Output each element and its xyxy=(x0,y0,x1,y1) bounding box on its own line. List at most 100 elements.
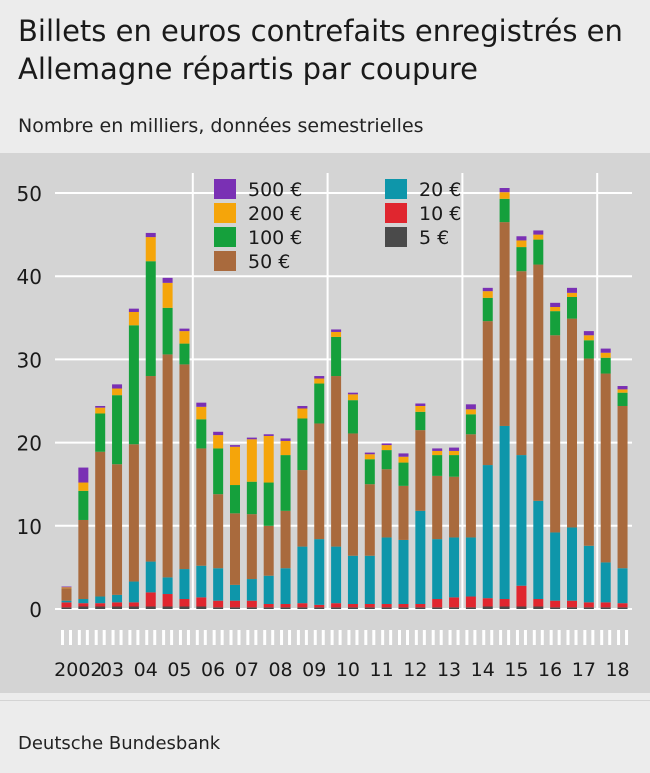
bar-segment xyxy=(314,376,325,379)
bar-segment xyxy=(162,282,173,308)
bar-segment xyxy=(449,597,460,608)
bar-segment xyxy=(196,606,207,609)
bar-segment xyxy=(112,594,123,603)
x-year-label: 09 xyxy=(302,659,326,681)
bar-segment xyxy=(600,607,611,609)
bar-segment xyxy=(179,606,190,609)
bar-segment xyxy=(499,188,510,193)
bar-segment xyxy=(617,568,628,604)
bar-segment xyxy=(499,599,510,607)
bar-segment xyxy=(213,435,224,449)
bar-segment xyxy=(213,494,224,569)
bar-segment xyxy=(617,389,628,393)
bar-segment xyxy=(246,600,257,608)
bar-segment xyxy=(297,405,308,409)
bar-segment xyxy=(95,606,106,609)
legend-swatch xyxy=(214,203,236,223)
x-year-label: 08 xyxy=(268,659,292,681)
bar-segment xyxy=(516,247,527,272)
bar-segment xyxy=(230,584,240,601)
y-tick-label: 50 xyxy=(17,182,42,206)
bar-segment xyxy=(162,277,173,283)
bar-segment xyxy=(263,604,274,608)
bar-segment xyxy=(331,376,342,547)
legend-swatch xyxy=(385,203,407,223)
stacked-bar-chart: 0 10 20 30 40 50 500 €200 €100 €50 € 20 €10 €5 … xyxy=(17,173,632,681)
bar-segment xyxy=(61,602,72,608)
chart-title: Billets en euros contrefaits enregistrés… xyxy=(18,14,623,86)
bar-segment xyxy=(465,596,476,608)
bar-segment xyxy=(314,423,325,540)
bar-segment xyxy=(415,604,426,608)
footer xyxy=(0,700,650,773)
bar-segment xyxy=(533,234,544,240)
bar-segment xyxy=(230,600,240,608)
bar-segment xyxy=(583,602,594,608)
bar-segment xyxy=(331,607,342,609)
bar-segment xyxy=(482,291,493,298)
bar-segment xyxy=(398,539,409,605)
bar-segment xyxy=(128,581,139,603)
bar-segment xyxy=(516,455,527,586)
bar-segment xyxy=(196,565,207,598)
bar-segment xyxy=(533,264,544,501)
bar-segment xyxy=(196,402,207,407)
bar-segment xyxy=(449,537,460,598)
bar-segment xyxy=(465,434,476,538)
bar-segment xyxy=(128,311,139,326)
bar-segment xyxy=(263,435,274,483)
legend-label: 500 € xyxy=(248,179,302,201)
bar-segment xyxy=(381,607,392,609)
bar-segment xyxy=(617,405,628,569)
bar-segment xyxy=(263,607,274,609)
bar-segment xyxy=(415,607,426,609)
legend-label: 50 € xyxy=(248,251,290,273)
bar-segment xyxy=(398,453,409,457)
x-year-label: 06 xyxy=(201,659,225,681)
bar-segment xyxy=(145,592,156,607)
bar-segment xyxy=(347,392,358,395)
bar-segment xyxy=(213,448,224,495)
bar-segment xyxy=(398,604,409,608)
x-year-label: 10 xyxy=(336,659,360,681)
bar-segment xyxy=(162,577,173,595)
bar-segment xyxy=(61,600,72,603)
bar-segment xyxy=(617,603,628,608)
bar-segment xyxy=(78,490,89,520)
bar-segment xyxy=(533,239,544,265)
bar-segment xyxy=(213,607,224,609)
bar-segment xyxy=(314,539,325,605)
bar-segment xyxy=(145,606,156,609)
bar-segment xyxy=(499,222,510,426)
bar-segment xyxy=(263,434,274,436)
bar-segment xyxy=(600,373,611,563)
bar-segment xyxy=(415,430,426,511)
bar-segment xyxy=(449,455,460,477)
bar-segment xyxy=(499,198,510,223)
bar-segment xyxy=(364,459,375,485)
bar-segment xyxy=(567,318,577,528)
legend-swatch xyxy=(385,179,407,199)
legend-swatch xyxy=(214,227,236,247)
x-year-label: 12 xyxy=(403,659,427,681)
bar-segment xyxy=(583,331,594,336)
bar-segment xyxy=(112,388,123,396)
x-year-label: 11 xyxy=(370,659,394,681)
bar-segment xyxy=(583,607,594,609)
bar-segment xyxy=(162,354,173,578)
bar-segment xyxy=(128,606,139,609)
bar-segment xyxy=(364,484,375,556)
bar-segment xyxy=(179,599,190,607)
bar-segment xyxy=(415,510,426,605)
bar-segment xyxy=(583,358,594,546)
bar-segment xyxy=(465,607,476,609)
bar-segment xyxy=(112,464,123,595)
bar-segment xyxy=(230,445,240,447)
bar-segment xyxy=(78,603,89,607)
bar-segment xyxy=(297,408,308,419)
bar-segment xyxy=(246,437,257,440)
bar-segment xyxy=(381,537,392,605)
bar-segment xyxy=(112,395,123,465)
bar-segment xyxy=(347,555,358,605)
bar-segment xyxy=(465,409,476,415)
